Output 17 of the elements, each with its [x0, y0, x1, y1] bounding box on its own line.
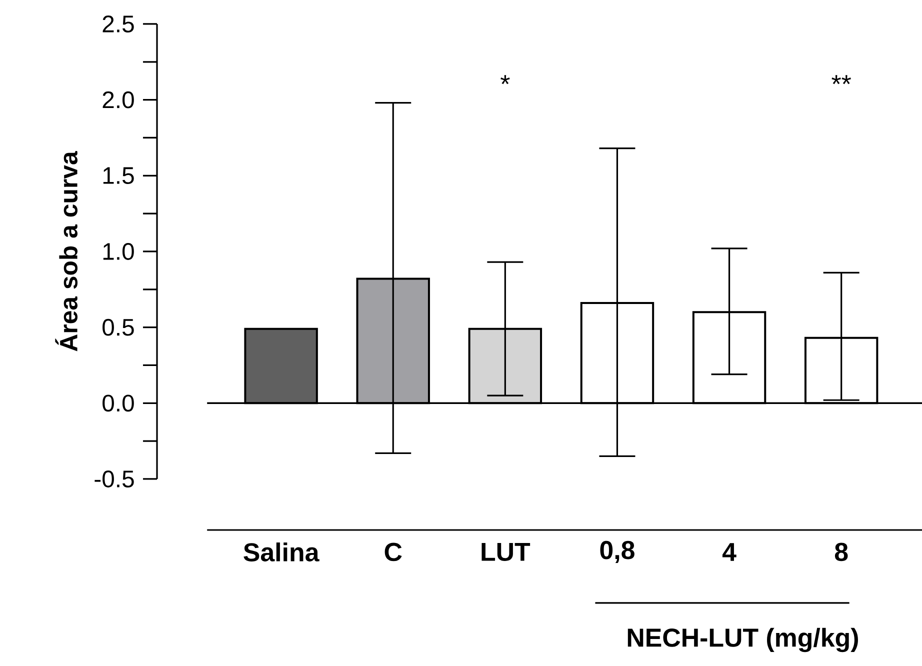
- x-tick-label: 0,8: [600, 540, 634, 564]
- x-tick-label: 8: [834, 542, 848, 562]
- y-tick-label: 0.0: [102, 394, 134, 412]
- y-tick-label: 2.5: [102, 16, 134, 32]
- y-tick-label: 1.0: [103, 243, 134, 260]
- annotation: *: [500, 75, 510, 84]
- text: NECH-LUT (mg/kg): [628, 628, 858, 652]
- y-tick-label: 1.5: [103, 167, 134, 184]
- y-axis-title: Área sob a curva: [55, 150, 78, 352]
- x-tick-label: LUT: [482, 542, 530, 562]
- x-tick-label: Salina: [244, 542, 320, 562]
- x-tick-label: C: [384, 542, 402, 562]
- y-tick-label: 0.5: [102, 318, 134, 336]
- annotation: **: [832, 75, 851, 84]
- y-tick-label: -0.5: [94, 470, 134, 488]
- x-tick-label: 4: [722, 543, 736, 561]
- y-tick-label: 2.0: [102, 91, 134, 108]
